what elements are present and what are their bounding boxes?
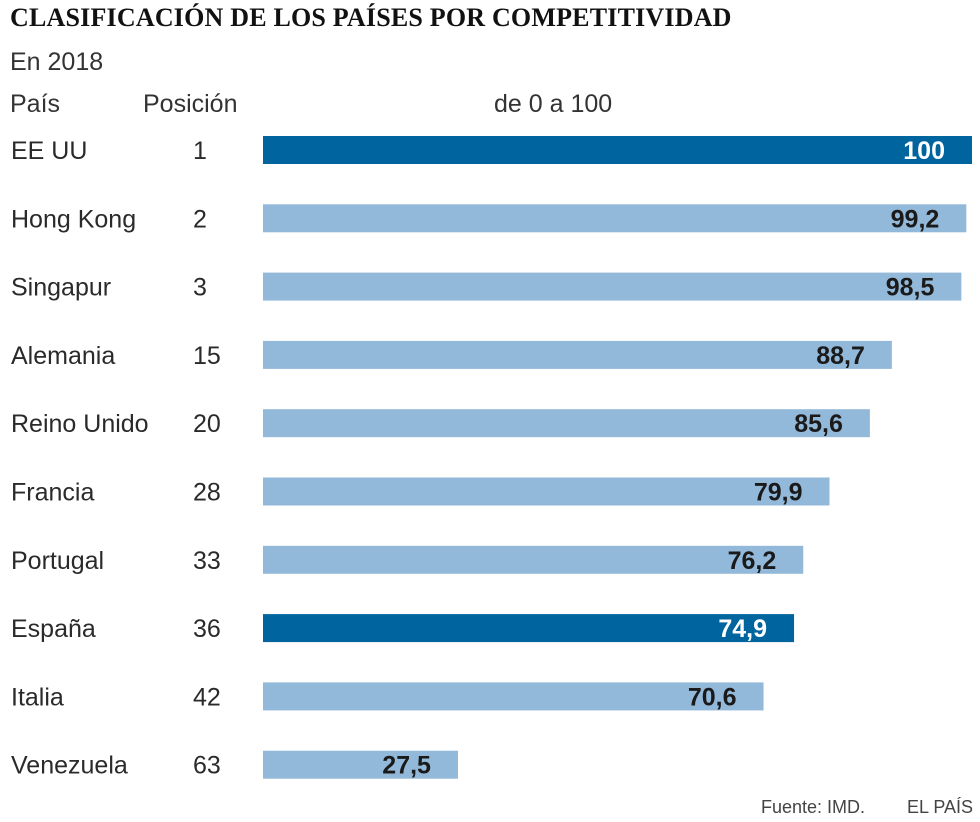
bar [263,409,870,438]
rank-label: 36 [193,615,221,643]
bar-row: Singapur 3 98,5 [11,272,962,302]
column-header-scale: de 0 a 100 [494,90,613,118]
bar [263,477,830,506]
rank-label: 3 [193,274,207,302]
chart-subtitle: En 2018 [10,48,104,76]
column-header-country: País [10,90,61,118]
value-label: 100 [903,137,945,165]
bar-row: EE UU 1 100 [11,136,972,165]
bar-row: Hong Kong 2 99,2 [11,204,967,233]
value-label: 99,2 [891,205,940,233]
country-label: Italia [11,683,64,711]
rank-label: 15 [193,342,221,370]
rank-label: 33 [193,547,221,575]
rank-label: 1 [193,137,207,165]
bar-row: Venezuela 63 27,5 [11,750,458,780]
bar-row: España 36 74,9 [11,614,795,643]
country-label: Venezuela [11,752,128,780]
bar-row: Reino Unido 20 85,6 [11,409,870,438]
country-label: Portugal [11,547,104,575]
bar [263,136,972,164]
rank-label: 42 [193,683,221,711]
chart-title: CLASIFICACIÓN DE LOS PAÍSES POR COMPETIT… [10,3,732,32]
brand-logo-text: EL PAÍS [907,797,974,817]
column-header-rank: Posición [143,90,238,118]
bar-row: Alemania 15 88,7 [11,340,892,370]
value-label: 74,9 [718,615,767,643]
value-label: 79,9 [754,479,803,507]
source-note: Fuente: IMD. [761,797,866,817]
bar [263,340,892,369]
bar [263,272,962,301]
country-label: Francia [11,479,94,507]
country-label: Alemania [11,342,115,370]
value-label: 98,5 [886,274,935,302]
rank-label: 20 [193,410,221,438]
value-label: 88,7 [816,342,865,370]
bar [263,682,764,711]
rank-label: 63 [193,752,221,780]
value-label: 76,2 [728,547,777,575]
bar-row: Portugal 33 76,2 [11,545,804,575]
bar-row: Francia 28 79,9 [11,477,830,507]
country-label: España [11,615,96,643]
bar [263,614,795,643]
value-label: 27,5 [382,752,431,780]
value-label: 85,6 [794,410,843,438]
rank-label: 28 [193,479,221,507]
value-label: 70,6 [688,683,737,711]
bar-row: Italia 42 70,6 [11,682,764,711]
country-label: EE UU [11,137,87,165]
bar [263,750,458,779]
country-label: Singapur [11,274,111,302]
bar [263,204,967,233]
country-label: Hong Kong [11,205,136,233]
bar [263,545,804,574]
rank-label: 2 [193,205,207,233]
country-label: Reino Unido [11,410,149,438]
